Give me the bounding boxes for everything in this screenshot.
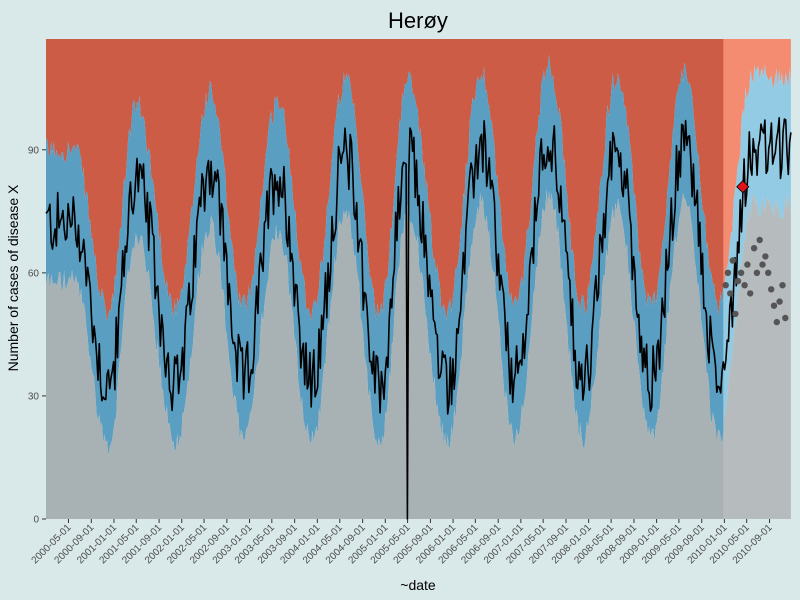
observed-point-2010 xyxy=(756,236,763,244)
observed-point-2010 xyxy=(747,290,754,297)
observed-point-2010 xyxy=(779,282,786,289)
observed-series-line xyxy=(45,117,792,520)
observed-point-2010 xyxy=(724,269,732,276)
chart-title: Herøy xyxy=(388,8,448,33)
observed-point-2010 xyxy=(765,269,772,276)
upper-region xyxy=(46,39,725,323)
observed-point-2010 xyxy=(722,282,729,289)
observed-point-2010 xyxy=(762,253,769,260)
y-tick-label: 0 xyxy=(33,515,39,526)
observed-point-2010 xyxy=(782,314,789,322)
y-tick-label: 90 xyxy=(28,145,40,156)
upper-region-forecast xyxy=(723,39,791,290)
observed-point-2010 xyxy=(741,282,748,289)
y-axis-title: Number of cases of disease X xyxy=(5,184,21,371)
observed-point-2010 xyxy=(744,261,751,268)
observed-point-2010 xyxy=(759,261,766,268)
y-axis: 0 30 60 90 xyxy=(28,145,46,526)
alert-marker xyxy=(736,180,750,194)
y-tick-label: 30 xyxy=(28,391,40,402)
observed-point-2010 xyxy=(734,277,742,285)
observed-point-2010 xyxy=(773,318,780,326)
observed-point-2010 xyxy=(770,302,778,309)
observed-point-2010 xyxy=(729,257,736,264)
lower-region-forecast xyxy=(723,194,791,519)
observed-point-2010 xyxy=(727,290,734,297)
observed-point-2010 xyxy=(768,286,775,293)
observed-point-2010 xyxy=(732,310,739,318)
x-axis-title: ~date xyxy=(400,577,436,593)
plot-area xyxy=(45,39,792,520)
lower-region xyxy=(46,189,725,519)
observed-point-2010 xyxy=(753,269,761,276)
observed-point-2010 xyxy=(750,245,758,252)
observed-point-2010 xyxy=(776,298,783,305)
observed-point-2010 xyxy=(737,269,745,276)
y-tick-label: 60 xyxy=(28,268,40,279)
